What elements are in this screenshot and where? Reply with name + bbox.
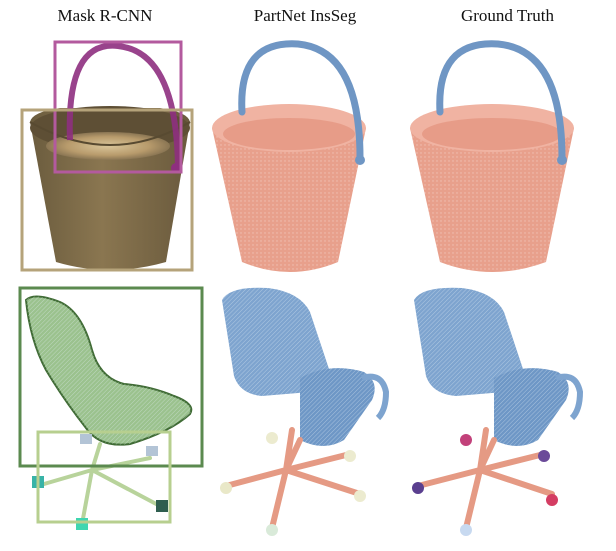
gt-chair — [412, 287, 584, 536]
mrcnn-bucket — [20, 40, 194, 272]
mrcnn-body-box — [20, 108, 194, 272]
partnet-chair — [220, 287, 390, 536]
column-title-ground-truth: Ground Truth — [460, 6, 555, 25]
mrcnn-chair-box — [18, 286, 204, 468]
mrcnn-base-box — [36, 430, 172, 524]
partnet-bucket — [212, 40, 366, 272]
column-title-partnet-insseg: PartNet InsSeg — [253, 6, 357, 25]
mrcnn-chair — [18, 286, 204, 530]
gt-bucket — [410, 40, 574, 272]
column-title-mask-rcnn: Mask R-CNN — [57, 6, 153, 25]
mrcnn-handle-box — [53, 40, 183, 174]
